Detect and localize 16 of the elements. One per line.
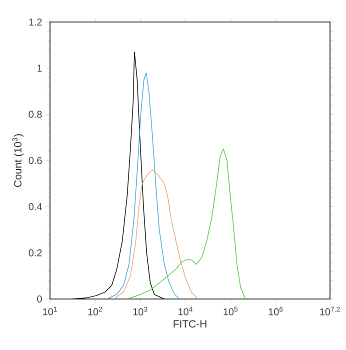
x-axis-title: FITC-H	[174, 320, 206, 328]
x-tick-label: 10$^{2}$	[88, 306, 102, 316]
x-tick-label: 10$^{5}$	[224, 306, 238, 316]
y-tick-label: 0.2	[28, 249, 42, 256]
y-tick-label: 0.8	[28, 110, 42, 118]
x-tick-label: 10$^{3}$	[133, 306, 148, 316]
y-tick-label: 0	[37, 295, 42, 303]
x-tick-label: 10$^{6}$	[268, 306, 283, 316]
x-tick-label: 10$^{7.2}$	[320, 306, 340, 316]
y-tick-label: 1	[37, 64, 42, 72]
y-tick-label: 0.6	[28, 156, 42, 164]
x-tick-label: 10$^{1}$	[43, 306, 57, 316]
x-tick-label: 10$^{4}$	[178, 306, 193, 316]
y-tick-label: 0.4	[28, 203, 42, 210]
y-tick-label: 1.2	[29, 18, 42, 26]
y-axis-title: Count (10$^{3}$)	[12, 134, 24, 187]
